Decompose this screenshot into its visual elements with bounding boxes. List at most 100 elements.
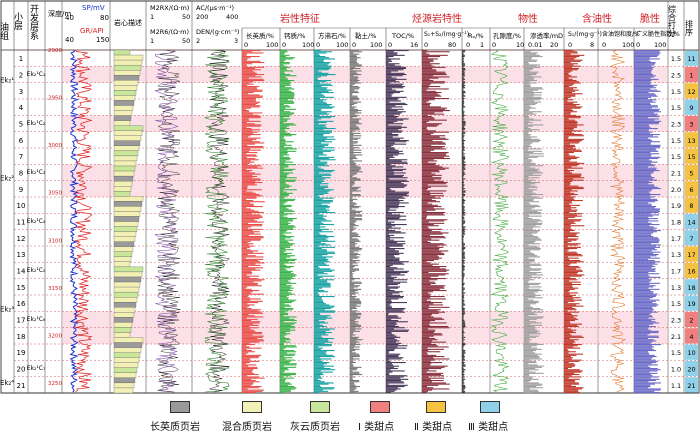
perm-bar — [524, 154, 530, 156]
calcite-bar — [280, 314, 289, 316]
perm-bar — [524, 290, 543, 292]
s1s2-bar — [422, 65, 434, 67]
dolo-bar — [314, 118, 322, 120]
s1s2-bar — [422, 70, 437, 72]
s1-bar — [564, 386, 577, 388]
brittleness-bar — [634, 336, 660, 338]
clay-bar — [350, 126, 359, 128]
perm-bar — [524, 131, 529, 133]
clay-bar — [350, 290, 358, 292]
s1s2-bar — [422, 81, 446, 83]
calcite-bar — [280, 88, 295, 90]
brittleness-bar — [634, 220, 659, 222]
clay-bar — [350, 267, 354, 269]
toc-bar — [386, 369, 391, 371]
calcite-bar — [280, 248, 286, 250]
dolo-bar — [314, 362, 330, 364]
order-value: 4 — [689, 333, 693, 341]
brittleness-bar — [634, 75, 656, 77]
calcite-bar — [280, 300, 295, 302]
brittleness-bar — [634, 281, 650, 283]
calcite-bar — [280, 189, 297, 191]
clay-bar — [350, 207, 359, 209]
calcite-bar — [280, 272, 291, 274]
perm-bar — [524, 51, 531, 53]
perm-bar — [524, 338, 530, 340]
clay-bar — [350, 142, 358, 144]
s1s2-bar — [422, 358, 450, 360]
felsic-bar — [242, 89, 263, 91]
s1-bar — [564, 57, 577, 59]
s1-bar — [564, 360, 580, 362]
toc-bar — [386, 285, 389, 287]
s1s2-bar — [422, 359, 435, 361]
toc-bar — [386, 364, 394, 366]
perm-bar — [524, 71, 539, 73]
devlayer-label: Ek₂¹C₆ — [27, 316, 46, 323]
calcite-bar — [280, 108, 296, 110]
clay-bar — [350, 246, 360, 248]
calcite-bar — [280, 214, 288, 216]
s1-bar — [564, 60, 581, 62]
calcite-bar — [280, 310, 289, 312]
toc-bar — [386, 206, 405, 208]
brittleness-bar — [634, 267, 652, 269]
perm-bar — [524, 120, 530, 122]
s1s2-bar — [422, 128, 427, 130]
brittleness-bar — [634, 359, 656, 361]
perm-bar — [524, 179, 535, 181]
clay-bar — [350, 221, 356, 223]
toc-bar — [386, 142, 395, 144]
toc-bar — [386, 66, 407, 68]
clay-bar — [350, 310, 358, 312]
felsic-bar — [242, 174, 253, 176]
toc-bar — [386, 309, 404, 311]
brittleness-bar — [634, 320, 652, 322]
s1-bar — [564, 376, 582, 378]
ro-bar — [462, 342, 466, 344]
calcite-bar — [280, 209, 293, 211]
felsic-bar — [242, 231, 260, 233]
s1-bar — [564, 96, 571, 98]
dolo-bar — [314, 371, 333, 373]
clay-bar — [350, 150, 354, 152]
clay-bar — [350, 146, 354, 148]
toc-bar — [386, 245, 403, 247]
dolo-bar — [314, 322, 329, 324]
core-block — [113, 271, 143, 278]
clay-bar — [350, 245, 355, 247]
perm-label: 渗透率/mD — [530, 31, 563, 40]
ro-bar — [462, 242, 464, 244]
felsic-bar — [242, 363, 247, 365]
toc-bar — [386, 167, 393, 169]
s1s2-bar — [422, 164, 436, 166]
ro-bar — [462, 251, 465, 253]
brittleness-bar — [634, 50, 661, 52]
perm-bar — [524, 99, 541, 101]
s1s2-bar — [422, 202, 428, 204]
s1-bar — [564, 242, 568, 244]
toc-bar — [386, 71, 392, 73]
calcite-bar — [280, 218, 297, 220]
brittleness-bar — [634, 89, 658, 91]
ro-bar — [462, 266, 465, 268]
score-value: 1.3 — [671, 251, 681, 259]
calcite-bar — [280, 172, 294, 174]
clay-bar — [350, 64, 363, 66]
dolo-bar — [314, 70, 319, 72]
perm-bar — [524, 76, 542, 78]
order-cell — [685, 66, 698, 83]
brittleness-bar — [634, 56, 658, 58]
brittleness-bar — [634, 375, 653, 377]
clay-bar — [350, 359, 354, 361]
toc-bar — [386, 288, 390, 290]
clay-bar — [350, 275, 353, 277]
brittleness-bar — [634, 160, 652, 162]
toc-bar — [386, 257, 400, 259]
order-value: 18 — [687, 284, 695, 292]
s1s2-bar — [422, 218, 427, 220]
core-block — [113, 251, 133, 257]
toc-bar — [386, 69, 404, 71]
s1-bar — [564, 52, 578, 54]
s1s2-bar — [422, 84, 430, 86]
